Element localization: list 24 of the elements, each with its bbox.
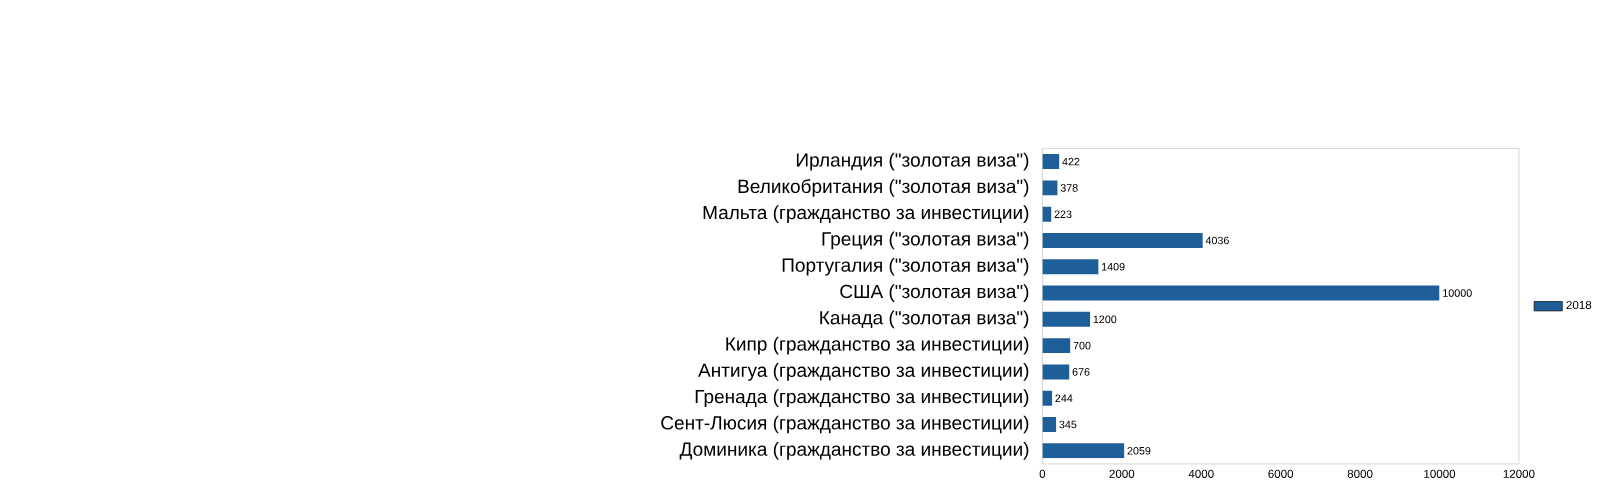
y-tick-label: Ирландия ("золотая виза") [796, 152, 1029, 171]
y-tick-label: Греция ("золотая виза") [822, 231, 1029, 250]
y-tick-label: Канада ("золотая виза") [820, 310, 1029, 329]
bar [1042, 180, 1058, 196]
bar [1042, 312, 1091, 328]
bar [1042, 338, 1071, 354]
y-tick-label: Доминика (гражданство за инвестиции) [679, 442, 1029, 460]
y-tick-label: Антигуа (гражданство за инвестиции) [698, 363, 1029, 382]
y-tick-label: Португалия ("золотая виза") [782, 258, 1029, 276]
y-tick-label: Мальта (гражданство за инвестиции) [703, 205, 1029, 224]
bar [1042, 417, 1057, 433]
y-tick-label: Кипр (гражданство за инвестиции) [726, 337, 1029, 355]
y-tick-label: Сент-Люсия (гражданство за инвестиции) [661, 415, 1029, 434]
y-tick-label: США ("золотая виза") [840, 284, 1029, 303]
bar [1042, 233, 1203, 249]
bar [1042, 154, 1060, 170]
bar [1042, 364, 1070, 380]
bar [1042, 443, 1125, 459]
bar [1042, 259, 1099, 275]
bar [1042, 285, 1440, 301]
bar [1042, 390, 1053, 406]
y-tick-label: Гренада (гражданство за инвестиции) [695, 389, 1029, 408]
bar [1042, 206, 1052, 222]
y-tick-label: Великобритания ("золотая виза") [738, 179, 1029, 198]
